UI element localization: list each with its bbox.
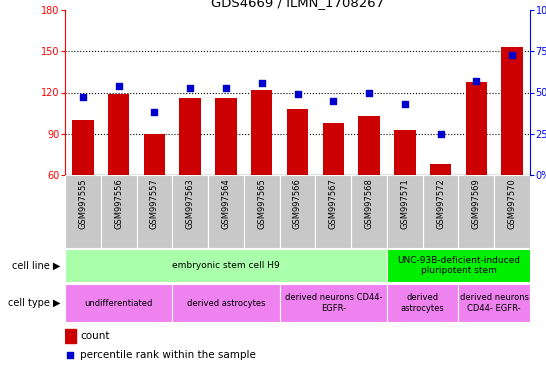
Bar [108, 94, 129, 175]
Text: embryonic stem cell H9: embryonic stem cell H9 [172, 261, 280, 270]
Bar [101, 175, 136, 248]
Point [472, 78, 480, 84]
Point [186, 84, 194, 91]
Point [436, 131, 445, 137]
Bar [215, 98, 237, 175]
Bar [459, 284, 530, 322]
Bar [387, 175, 423, 248]
Text: GSM997563: GSM997563 [186, 178, 195, 229]
Title: GDS4669 / ILMN_1708267: GDS4669 / ILMN_1708267 [211, 0, 384, 9]
Text: cell type ▶: cell type ▶ [8, 298, 60, 308]
Bar [65, 175, 101, 248]
Text: derived neurons
CD44- EGFR-: derived neurons CD44- EGFR- [460, 293, 529, 313]
Bar [72, 120, 93, 175]
Bar [351, 175, 387, 248]
Point [293, 91, 302, 97]
Bar [136, 175, 173, 248]
Point [65, 352, 74, 358]
Bar [65, 249, 387, 282]
Text: derived astrocytes: derived astrocytes [187, 298, 265, 308]
Point [400, 101, 409, 107]
Point [79, 94, 87, 101]
Bar [430, 164, 452, 175]
Point [508, 51, 517, 58]
Bar [323, 123, 344, 175]
Text: undifferentiated: undifferentiated [85, 298, 153, 308]
Bar [316, 175, 351, 248]
Bar [251, 90, 272, 175]
Bar [358, 116, 380, 175]
Text: GSM997557: GSM997557 [150, 178, 159, 228]
Bar [387, 284, 459, 322]
Text: GSM997565: GSM997565 [257, 178, 266, 228]
Point [150, 109, 159, 115]
Bar [173, 284, 280, 322]
Point [257, 79, 266, 86]
Bar [280, 175, 316, 248]
Bar [180, 98, 201, 175]
Text: derived neurons CD44-
EGFR-: derived neurons CD44- EGFR- [284, 293, 382, 313]
Bar [208, 175, 244, 248]
Bar [423, 175, 459, 248]
Text: percentile rank within the sample: percentile rank within the sample [80, 350, 256, 360]
Bar [65, 329, 75, 343]
Bar [459, 175, 494, 248]
Text: UNC-93B-deficient-induced
pluripotent stem: UNC-93B-deficient-induced pluripotent st… [397, 256, 520, 275]
Text: GSM997556: GSM997556 [114, 178, 123, 228]
Bar [466, 81, 487, 175]
Bar [387, 249, 530, 282]
Text: derived
astrocytes: derived astrocytes [401, 293, 444, 313]
Point [114, 83, 123, 89]
Text: GSM997566: GSM997566 [293, 178, 302, 229]
Text: GSM997567: GSM997567 [329, 178, 338, 229]
Point [222, 84, 230, 91]
Text: GSM997571: GSM997571 [400, 178, 410, 228]
Bar [173, 175, 208, 248]
Text: GSM997555: GSM997555 [79, 178, 87, 228]
Text: GSM997569: GSM997569 [472, 178, 481, 228]
Bar [144, 134, 165, 175]
Text: count: count [80, 331, 110, 341]
Text: GSM997564: GSM997564 [222, 178, 230, 228]
Text: GSM997570: GSM997570 [508, 178, 517, 228]
Bar [65, 284, 173, 322]
Text: GSM997568: GSM997568 [365, 178, 373, 229]
Text: cell line ▶: cell line ▶ [11, 260, 60, 270]
Point [329, 98, 337, 104]
Text: GSM997572: GSM997572 [436, 178, 445, 228]
Bar [494, 175, 530, 248]
Point [365, 89, 373, 96]
Bar [280, 284, 387, 322]
Bar [394, 130, 416, 175]
Bar [244, 175, 280, 248]
Bar [501, 47, 523, 175]
Bar [287, 109, 308, 175]
